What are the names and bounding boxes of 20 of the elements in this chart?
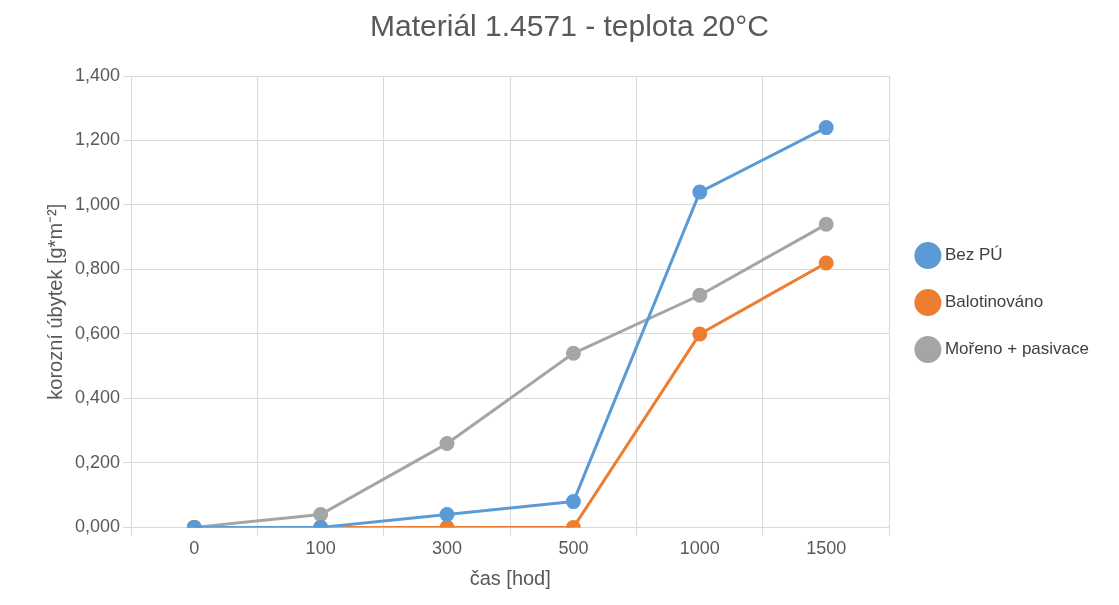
y-tick-label: 0,800	[75, 258, 121, 279]
x-tick-label: 0	[189, 538, 200, 559]
legend-label: Balotinováno	[944, 292, 1044, 312]
y-tick-label: 0,200	[75, 451, 121, 472]
y-tick-label: 0,400	[75, 387, 121, 408]
y-axis-title: korozní úbytek [g*m⁻²]	[43, 203, 66, 400]
x-tick-label: 100	[305, 538, 336, 559]
x-axis-title: čas [hod]	[469, 566, 551, 589]
x-tick-label: 500	[558, 538, 589, 559]
y-tick-label: 0,600	[75, 322, 121, 343]
x-tick-label: 1000	[679, 538, 720, 559]
y-tick-label: 1,400	[75, 64, 121, 85]
y-tick-label: 0,000	[75, 516, 121, 537]
y-tick-label: 1,000	[75, 193, 121, 214]
x-tick-label: 1500	[806, 538, 847, 559]
chart-title: Materiál 1.4571 - teplota 20°C	[370, 9, 769, 43]
y-tick-label: 1,200	[75, 129, 121, 150]
x-tick-label: 300	[432, 538, 463, 559]
legend-label: Mořeno + pasivace	[944, 339, 1090, 359]
legend-label: Bez PÚ	[944, 245, 1003, 265]
